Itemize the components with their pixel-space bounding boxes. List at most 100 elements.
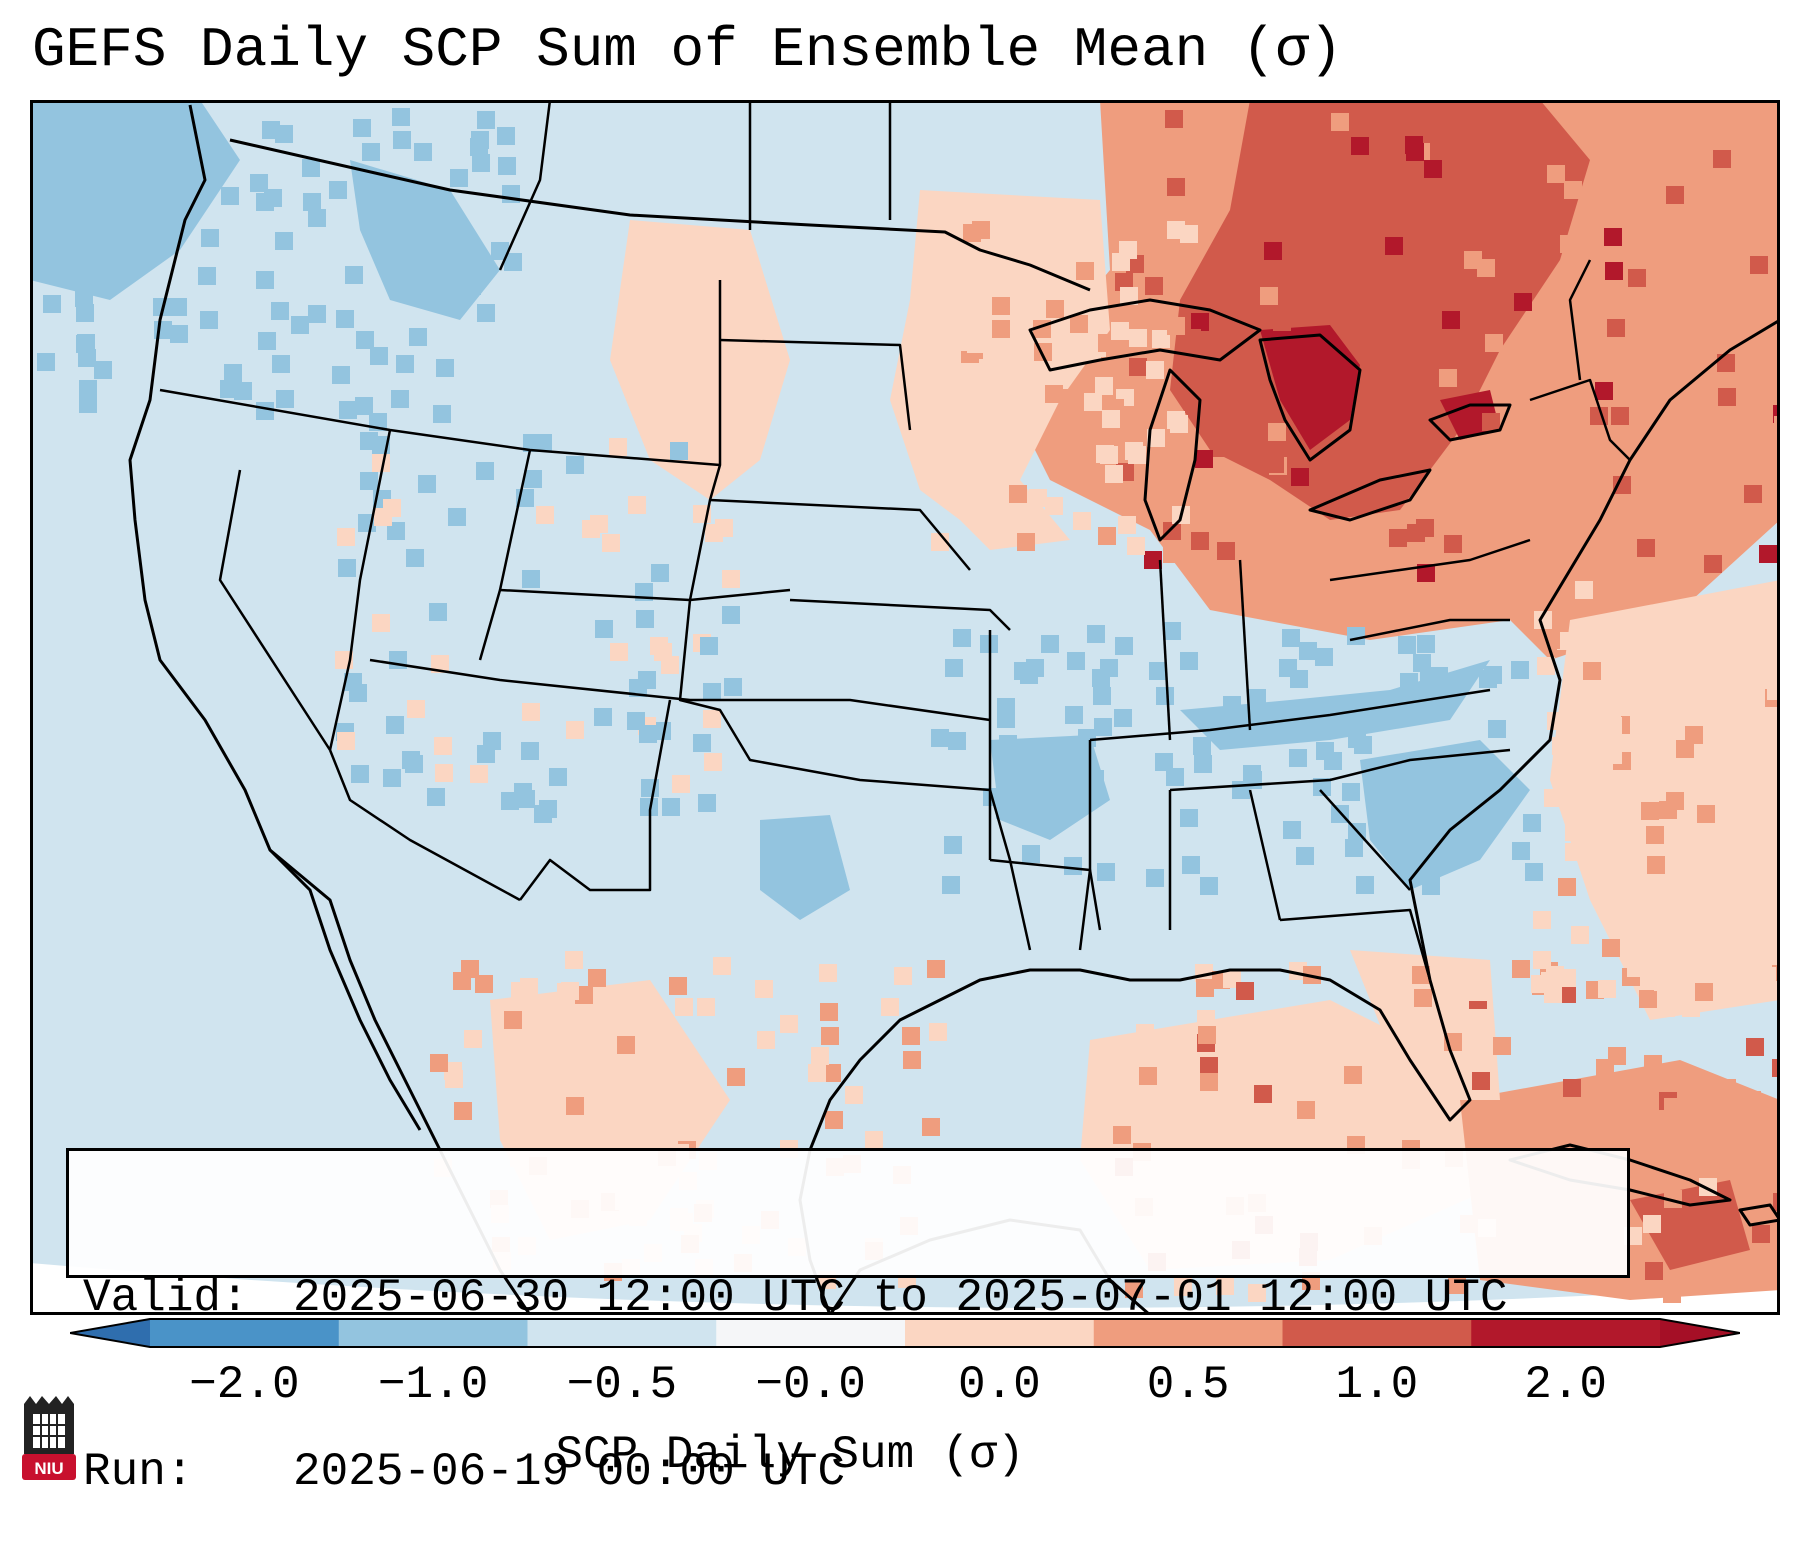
grid-cell — [1746, 1038, 1764, 1056]
grid-cell — [302, 159, 320, 177]
grid-cell — [1093, 687, 1111, 705]
grid-cell — [1472, 1072, 1490, 1090]
colorbar-segment — [150, 1319, 340, 1347]
grid-cell — [722, 570, 740, 588]
grid-cell — [524, 470, 542, 488]
grid-cell — [1602, 939, 1620, 957]
grid-cell — [1295, 269, 1313, 287]
grid-cell — [1198, 1026, 1216, 1044]
grid-cell — [76, 304, 94, 322]
grid-cell — [1662, 994, 1680, 1012]
grid-cell — [1341, 211, 1359, 229]
grid-cell — [1537, 657, 1555, 675]
canada-us-border — [229, 138, 1091, 292]
grid-cell — [94, 361, 112, 379]
grid-cell — [1014, 398, 1032, 416]
grid-cell — [1718, 388, 1736, 406]
grid-cell — [264, 189, 282, 207]
grid-cell — [303, 193, 321, 211]
region-texas-blue — [760, 815, 850, 920]
grid-cell — [1167, 221, 1185, 239]
grid-cell — [820, 1003, 838, 1021]
grid-cell — [1102, 410, 1120, 428]
grid-cell — [1127, 537, 1145, 555]
grid-cell — [942, 876, 960, 894]
grid-cell — [308, 209, 326, 227]
grid-cell — [393, 131, 411, 149]
grid-cell — [1248, 689, 1266, 707]
grid-cell — [1664, 1190, 1682, 1208]
grid-cell — [383, 257, 401, 275]
grid-cell — [1045, 385, 1063, 403]
grid-cell — [450, 169, 468, 187]
grid-cell — [1743, 1091, 1761, 1109]
grid-cell — [360, 472, 378, 490]
grid-cell — [477, 745, 495, 763]
grid-cell — [1017, 533, 1035, 551]
grid-cell — [1558, 878, 1576, 896]
grid-cell — [1534, 611, 1552, 629]
valid-value: 2025-06-30 12:00 UTC to 2025-07-01 12:00… — [293, 1272, 1508, 1324]
grid-cell — [610, 643, 628, 661]
grid-cell — [575, 986, 593, 1004]
grid-cell — [1100, 659, 1118, 677]
grid-cell — [1565, 823, 1583, 841]
grid-cell — [757, 1031, 775, 1049]
grid-cell — [1560, 235, 1578, 253]
grid-cell — [1769, 926, 1780, 944]
grid-cell — [1076, 262, 1094, 280]
colorbar-tick-label: 0.5 — [1146, 1359, 1230, 1411]
grid-cell — [398, 258, 416, 276]
grid-cell — [1442, 311, 1460, 329]
grid-cell — [1753, 347, 1771, 365]
grid-cell — [1073, 512, 1091, 530]
grid-cell — [1288, 1049, 1306, 1067]
grid-cell — [755, 980, 773, 998]
grid-cell — [1752, 1225, 1770, 1243]
grid-cell — [653, 722, 671, 740]
grid-cell — [1488, 720, 1506, 738]
grid-cell — [669, 977, 687, 995]
colorbar-tick-label: −2.0 — [189, 1359, 300, 1411]
grid-cell — [472, 154, 490, 172]
grid-cell — [336, 310, 354, 328]
grid-cell — [1659, 761, 1677, 779]
grid-cell — [1417, 564, 1435, 582]
grid-cell — [405, 755, 423, 773]
grid-cell — [821, 1027, 839, 1045]
grid-cell — [1685, 599, 1703, 617]
grid-cell — [1136, 1024, 1154, 1042]
grid-cell — [1552, 737, 1570, 755]
grid-cell — [1167, 317, 1185, 335]
grid-cell — [1195, 450, 1213, 468]
grid-cell — [1563, 1079, 1581, 1097]
grid-cell — [922, 1118, 940, 1136]
grid-cell — [1216, 1277, 1234, 1295]
colorbar-segment — [338, 1319, 528, 1347]
grid-cell — [1710, 760, 1728, 778]
grid-cell — [1217, 542, 1235, 560]
lake-erie — [1308, 468, 1432, 522]
grid-cell — [1412, 966, 1430, 984]
state-borders — [159, 100, 1631, 981]
grid-cell — [1643, 1215, 1661, 1233]
grid-cell — [362, 143, 380, 161]
grid-cell — [34, 233, 52, 251]
grid-cell — [1182, 856, 1200, 874]
grid-cell — [1448, 1276, 1466, 1294]
grid-cell — [79, 380, 97, 398]
grid-cell — [1710, 227, 1728, 245]
grid-cell — [1098, 527, 1116, 545]
grid-cell — [504, 253, 522, 271]
grid-cell — [1147, 1122, 1165, 1140]
grid-cell — [430, 1054, 448, 1072]
grid-cell — [1067, 652, 1085, 670]
grid-cell — [1714, 885, 1732, 903]
colorbar-segment — [1282, 1319, 1472, 1347]
grid-cell — [338, 559, 356, 577]
colorbar-label: SCP Daily Sum (σ) — [555, 1429, 1025, 1481]
grid-cell — [1512, 842, 1530, 860]
grid-cell — [1120, 287, 1138, 305]
grid-cell — [397, 212, 415, 230]
grid-cell — [953, 378, 971, 396]
